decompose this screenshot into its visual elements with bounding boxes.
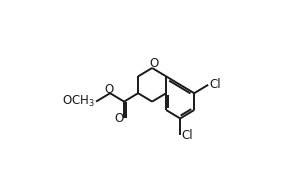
Text: O: O <box>104 83 114 96</box>
Text: OCH$_3$: OCH$_3$ <box>62 94 95 109</box>
Text: O: O <box>149 57 159 70</box>
Text: Cl: Cl <box>209 78 221 91</box>
Text: O: O <box>115 112 124 125</box>
Text: Cl: Cl <box>181 129 193 142</box>
